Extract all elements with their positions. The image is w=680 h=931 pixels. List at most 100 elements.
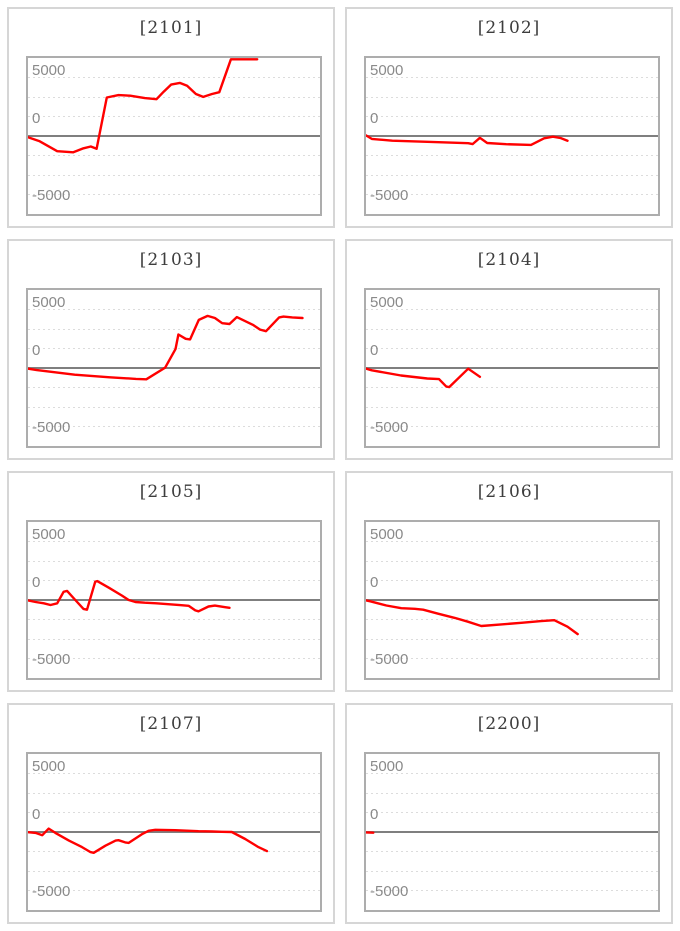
chart-title: [2101]: [139, 18, 203, 38]
zero-line: [28, 599, 320, 601]
chart-title: [2104]: [477, 250, 541, 270]
minor-gridline: [28, 426, 320, 427]
minor-gridline: [366, 174, 658, 176]
y-axis-tick-minus5000: -5000: [370, 187, 409, 204]
minor-gridline: [28, 773, 320, 774]
minor-gridline: [366, 406, 658, 408]
y-axis-tick-0: 0: [32, 574, 41, 591]
minor-gridline: [366, 194, 658, 195]
minor-gridline: [366, 77, 658, 78]
plot-area: 5000 0 -5000: [26, 56, 322, 216]
y-axis-tick-5000: 5000: [32, 526, 66, 543]
minor-gridline: [366, 309, 658, 310]
minor-gridline: [366, 541, 658, 542]
minor-gridline: [366, 426, 658, 427]
y-axis-tick-5000: 5000: [32, 294, 66, 311]
y-axis-tick-5000: 5000: [370, 62, 404, 79]
minor-gridline: [28, 870, 320, 872]
minor-gridline: [28, 812, 320, 813]
minor-gridline: [366, 812, 658, 813]
y-axis-tick-minus5000: -5000: [370, 651, 409, 668]
minor-gridline: [28, 174, 320, 176]
chart-card-2200: [2200] 5000 0 -5000: [345, 703, 673, 924]
series-line: [28, 579, 231, 613]
y-axis-tick-0: 0: [32, 342, 41, 359]
plot-area: 5000 0 -5000: [26, 288, 322, 448]
plot-area: 5000 0 -5000: [364, 288, 660, 448]
minor-gridline: [366, 638, 658, 640]
chart-title: [2105]: [139, 482, 203, 502]
minor-gridline: [28, 560, 320, 562]
minor-gridline: [28, 638, 320, 640]
y-axis-tick-5000: 5000: [370, 526, 404, 543]
chart-title: [2102]: [477, 18, 541, 38]
chart-title: [2106]: [477, 482, 541, 502]
minor-gridline: [366, 348, 658, 349]
chart-card-2107: [2107] 5000 0 -5000: [7, 703, 335, 924]
minor-gridline: [366, 890, 658, 891]
chart-card-2106: [2106] 5000 0 -5000: [345, 471, 673, 692]
chart-card-2103: [2103] 5000 0 -5000: [7, 239, 335, 460]
series-line: [28, 827, 269, 855]
y-axis-tick-minus5000: -5000: [32, 187, 71, 204]
y-axis-tick-minus5000: -5000: [370, 883, 409, 900]
minor-gridline: [28, 541, 320, 542]
minor-gridline: [28, 116, 320, 117]
chart-title: [2103]: [139, 250, 203, 270]
minor-gridline: [28, 348, 320, 349]
y-axis-tick-minus5000: -5000: [32, 883, 71, 900]
minor-gridline: [28, 309, 320, 310]
y-axis-tick-0: 0: [370, 342, 379, 359]
minor-gridline: [366, 96, 658, 98]
minor-gridline: [366, 870, 658, 872]
minor-gridline: [366, 580, 658, 581]
minor-gridline: [28, 890, 320, 891]
chart-title: [2107]: [139, 714, 203, 734]
minor-gridline: [366, 560, 658, 562]
minor-gridline: [366, 773, 658, 774]
y-axis-tick-5000: 5000: [370, 758, 404, 775]
plot-area: 5000 0 -5000: [364, 520, 660, 680]
y-axis-tick-minus5000: -5000: [370, 419, 409, 436]
zero-line: [366, 599, 658, 601]
zero-line: [366, 831, 658, 833]
y-axis-tick-5000: 5000: [32, 758, 66, 775]
minor-gridline: [28, 77, 320, 78]
minor-gridline: [28, 96, 320, 98]
minor-gridline: [366, 155, 658, 156]
series-line: [366, 831, 375, 834]
minor-gridline: [28, 387, 320, 388]
zero-line: [28, 135, 320, 137]
minor-gridline: [366, 328, 658, 330]
chart-card-2101: [2101] 5000 0 -5000: [7, 7, 335, 228]
minor-gridline: [366, 658, 658, 659]
series-line: [366, 367, 482, 389]
series-line: [28, 58, 259, 154]
minor-gridline: [366, 619, 658, 620]
zero-line: [366, 367, 658, 369]
chart-card-2102: [2102] 5000 0 -5000: [345, 7, 673, 228]
y-axis-tick-5000: 5000: [32, 62, 66, 79]
minor-gridline: [366, 116, 658, 117]
series-line: [28, 314, 304, 381]
y-axis-tick-0: 0: [370, 110, 379, 127]
minor-gridline: [28, 580, 320, 581]
minor-gridline: [28, 792, 320, 794]
y-axis-tick-0: 0: [370, 806, 379, 823]
plot-area: 5000 0 -5000: [364, 752, 660, 912]
zero-line: [28, 831, 320, 833]
zero-line: [366, 135, 658, 137]
plot-area: 5000 0 -5000: [26, 752, 322, 912]
y-axis-tick-0: 0: [32, 110, 41, 127]
y-axis-tick-0: 0: [32, 806, 41, 823]
minor-gridline: [28, 658, 320, 659]
chart-card-2104: [2104] 5000 0 -5000: [345, 239, 673, 460]
chart-card-2105: [2105] 5000 0 -5000: [7, 471, 335, 692]
minor-gridline: [28, 851, 320, 852]
y-axis-tick-0: 0: [370, 574, 379, 591]
minor-gridline: [28, 155, 320, 156]
chart-title: [2200]: [477, 714, 541, 734]
minor-gridline: [28, 194, 320, 195]
plot-area: 5000 0 -5000: [364, 56, 660, 216]
